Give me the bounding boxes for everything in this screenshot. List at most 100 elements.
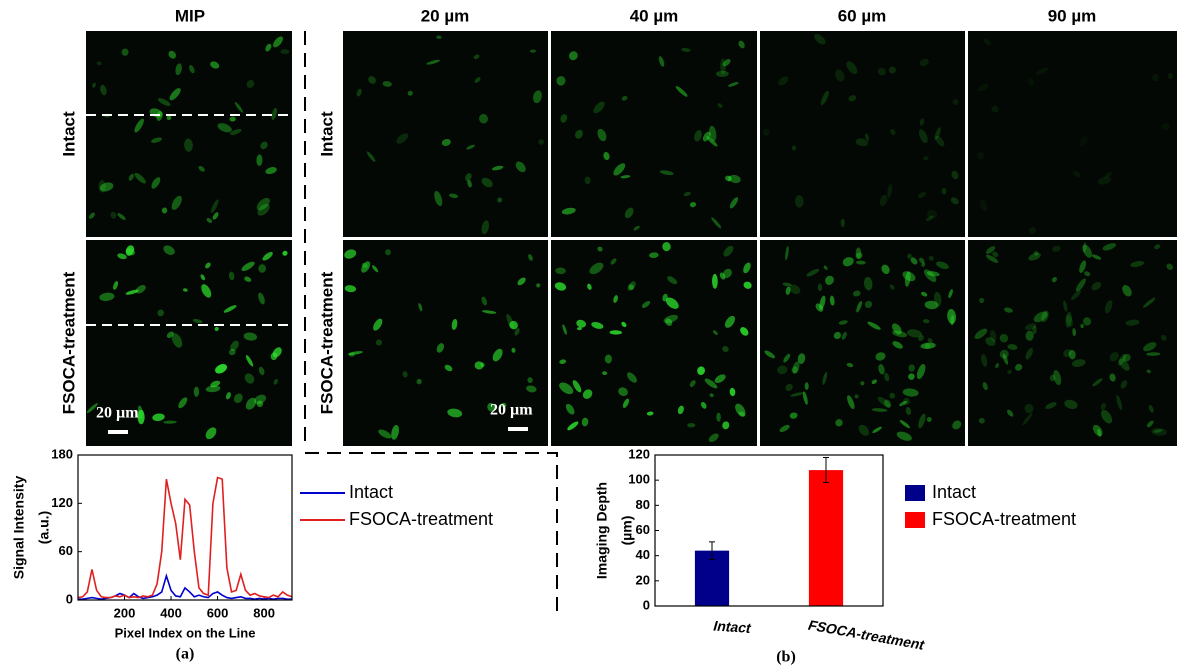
cell (344, 249, 357, 259)
cell (902, 271, 916, 282)
cell (806, 268, 820, 277)
cell (791, 366, 798, 374)
cell (797, 353, 806, 364)
cell (926, 417, 932, 423)
cell (724, 315, 735, 328)
cell (865, 133, 869, 141)
cell (709, 393, 714, 398)
cell (884, 399, 892, 408)
cell (1119, 358, 1130, 371)
cell (1125, 319, 1140, 326)
column-title: 40 µm (630, 6, 679, 25)
cell (565, 403, 575, 415)
cell (683, 191, 691, 197)
cell (135, 285, 146, 294)
cell (924, 300, 939, 310)
cell (576, 327, 582, 331)
cell (125, 245, 135, 256)
y-tick-label: 120 (628, 446, 650, 461)
cell (980, 199, 988, 212)
y-axis-label: Signal Intensity (11, 476, 27, 580)
cell (273, 36, 283, 48)
micrograph (551, 31, 757, 237)
cell (846, 362, 854, 368)
cell (835, 69, 845, 82)
cell (436, 35, 442, 40)
column-title: MIP (175, 6, 205, 25)
cell (436, 343, 445, 353)
cell (716, 70, 729, 77)
cell (820, 90, 829, 106)
cell (568, 51, 578, 61)
cell (829, 295, 835, 306)
cell (593, 101, 605, 114)
cell (658, 56, 665, 67)
cell (254, 394, 267, 405)
y-axis-label: Imaging Depth (594, 482, 610, 579)
cell (230, 128, 242, 135)
cell (665, 297, 679, 309)
cell (121, 48, 129, 56)
micrograph (968, 240, 1177, 446)
cell (396, 133, 409, 144)
cell (1052, 245, 1061, 252)
cell (855, 247, 862, 259)
y-tick-label: 0 (643, 597, 650, 612)
cell (735, 403, 746, 417)
y-tick-label: 100 (628, 472, 650, 487)
cell (950, 197, 959, 205)
cell (1072, 328, 1076, 337)
cell (567, 421, 579, 431)
cell (229, 116, 236, 122)
cell (729, 174, 741, 184)
cell (134, 118, 144, 133)
cell (687, 423, 696, 428)
cell (977, 151, 985, 160)
cell (941, 188, 947, 195)
cell (183, 288, 188, 292)
cell (709, 125, 717, 142)
cell (444, 364, 453, 372)
cell (854, 394, 859, 399)
cell (467, 179, 472, 188)
cell (871, 379, 877, 385)
cell (1092, 378, 1103, 387)
cell (137, 409, 145, 425)
cell (434, 190, 443, 207)
cell (722, 346, 729, 353)
cell (1075, 278, 1086, 292)
cell (659, 170, 674, 176)
cell (481, 177, 493, 188)
cell (1079, 136, 1088, 147)
cell (449, 193, 459, 199)
cell (96, 61, 102, 66)
y-axis-label: (a.u.) (36, 511, 52, 544)
cell (858, 424, 869, 436)
cell (855, 252, 863, 260)
cell (205, 427, 217, 440)
cell (999, 349, 1009, 359)
cell (1024, 323, 1037, 331)
cell (712, 273, 718, 289)
cell (270, 352, 278, 361)
x-tick-label: 200 (114, 605, 136, 620)
divider (304, 31, 558, 616)
cell (166, 331, 174, 339)
cell (361, 261, 371, 273)
cell (904, 271, 911, 287)
cell (822, 372, 828, 385)
cell (764, 350, 776, 359)
cell (576, 319, 587, 328)
scale-bar (108, 430, 128, 434)
cell (819, 295, 826, 310)
cell (722, 421, 730, 430)
cell (465, 173, 472, 181)
cell (694, 130, 702, 142)
cell (985, 337, 996, 346)
cell (265, 43, 272, 52)
cell (1007, 369, 1012, 374)
cell (99, 292, 115, 302)
cell (416, 378, 422, 385)
legend-label: Intact (349, 482, 393, 502)
cell (923, 156, 929, 161)
